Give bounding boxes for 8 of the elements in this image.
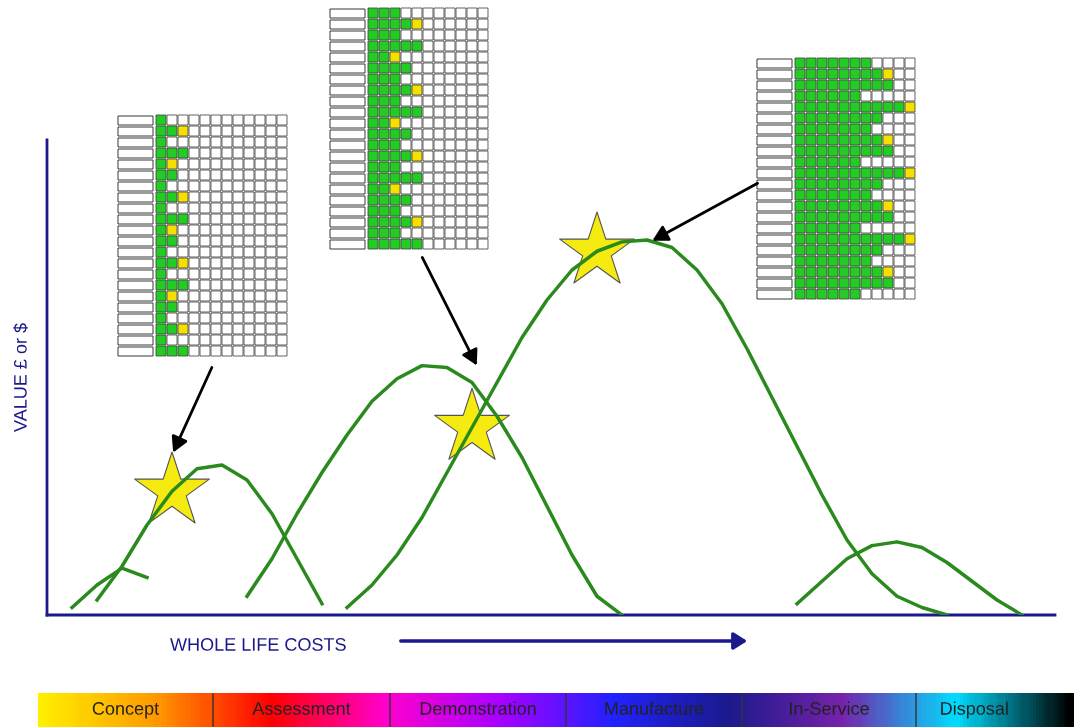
x-axis-title: WHOLE LIFE COSTS <box>170 638 346 651</box>
text: Manufacture <box>605 701 704 715</box>
text: Concept <box>92 702 159 719</box>
text: In-Service <box>790 701 869 715</box>
text: Disposal <box>941 701 1008 719</box>
text: Demonstration <box>420 701 536 715</box>
y-axis-title: VALUE £ or $ <box>13 323 28 432</box>
text: Assessment <box>252 702 351 715</box>
